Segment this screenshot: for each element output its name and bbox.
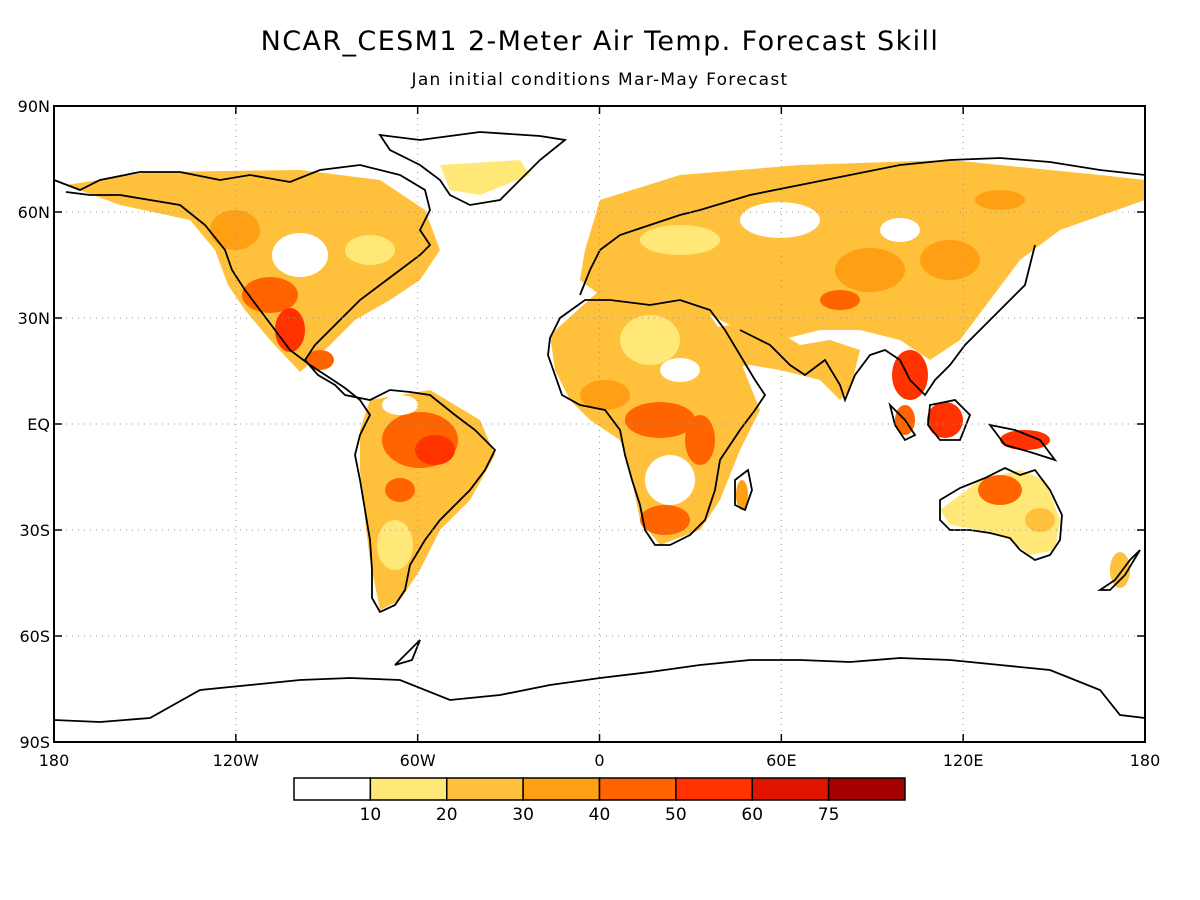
lat-tick-label: 60N <box>18 203 50 222</box>
colorbar-swatch <box>598 777 677 801</box>
map-title: NCAR_CESM1 2-Meter Air Temp. Forecast Sk… <box>260 26 940 57</box>
lon-tick-label: 180 <box>1130 751 1161 770</box>
colorbar-label: 10 <box>360 805 382 825</box>
colorbar-label: 20 <box>436 805 458 825</box>
lat-tick-label: 90N <box>18 97 50 116</box>
coastlines <box>54 131 1145 723</box>
lon-tick-label: 120E <box>943 751 984 770</box>
lon-tick-label: 120W <box>213 751 260 770</box>
colorbar-label: 75 <box>818 805 840 825</box>
colorbar-swatch <box>827 777 906 801</box>
colorbar-swatch <box>293 777 372 801</box>
colorbar-swatch <box>675 777 753 801</box>
lon-tick-label: 60E <box>766 751 796 770</box>
colorbar: 10 20 30 40 50 60 75 <box>293 777 906 825</box>
latitude-axis: 90N 60N 30N EQ 30S 60S 90S <box>18 97 1145 752</box>
colorbar-label: 40 <box>589 805 611 825</box>
skill-shading <box>66 160 1145 610</box>
lat-tick-label: EQ <box>27 415 50 434</box>
lat-tick-label: 90S <box>19 733 50 752</box>
colorbar-swatch <box>446 777 524 801</box>
lon-tick-label: 60W <box>400 751 436 770</box>
gridlines <box>54 106 1145 742</box>
map-subtitle: Jan initial conditions Mar-May Forecast <box>411 70 789 90</box>
colorbar-swatch <box>369 777 448 801</box>
lat-tick-label: 30S <box>19 521 50 540</box>
colorbar-label: 30 <box>512 805 534 825</box>
lon-tick-label: 0 <box>594 751 604 770</box>
colorbar-label: 60 <box>741 805 763 825</box>
colorbar-swatch <box>522 777 601 801</box>
colorbar-swatch <box>751 777 830 801</box>
longitude-axis: 180 120W 60W 0 60E 120E 180 <box>39 106 1161 770</box>
lat-tick-label: 30N <box>18 309 50 328</box>
lon-tick-label: 180 <box>39 751 70 770</box>
lat-tick-label: 60S <box>19 627 50 646</box>
colorbar-label: 50 <box>665 805 687 825</box>
